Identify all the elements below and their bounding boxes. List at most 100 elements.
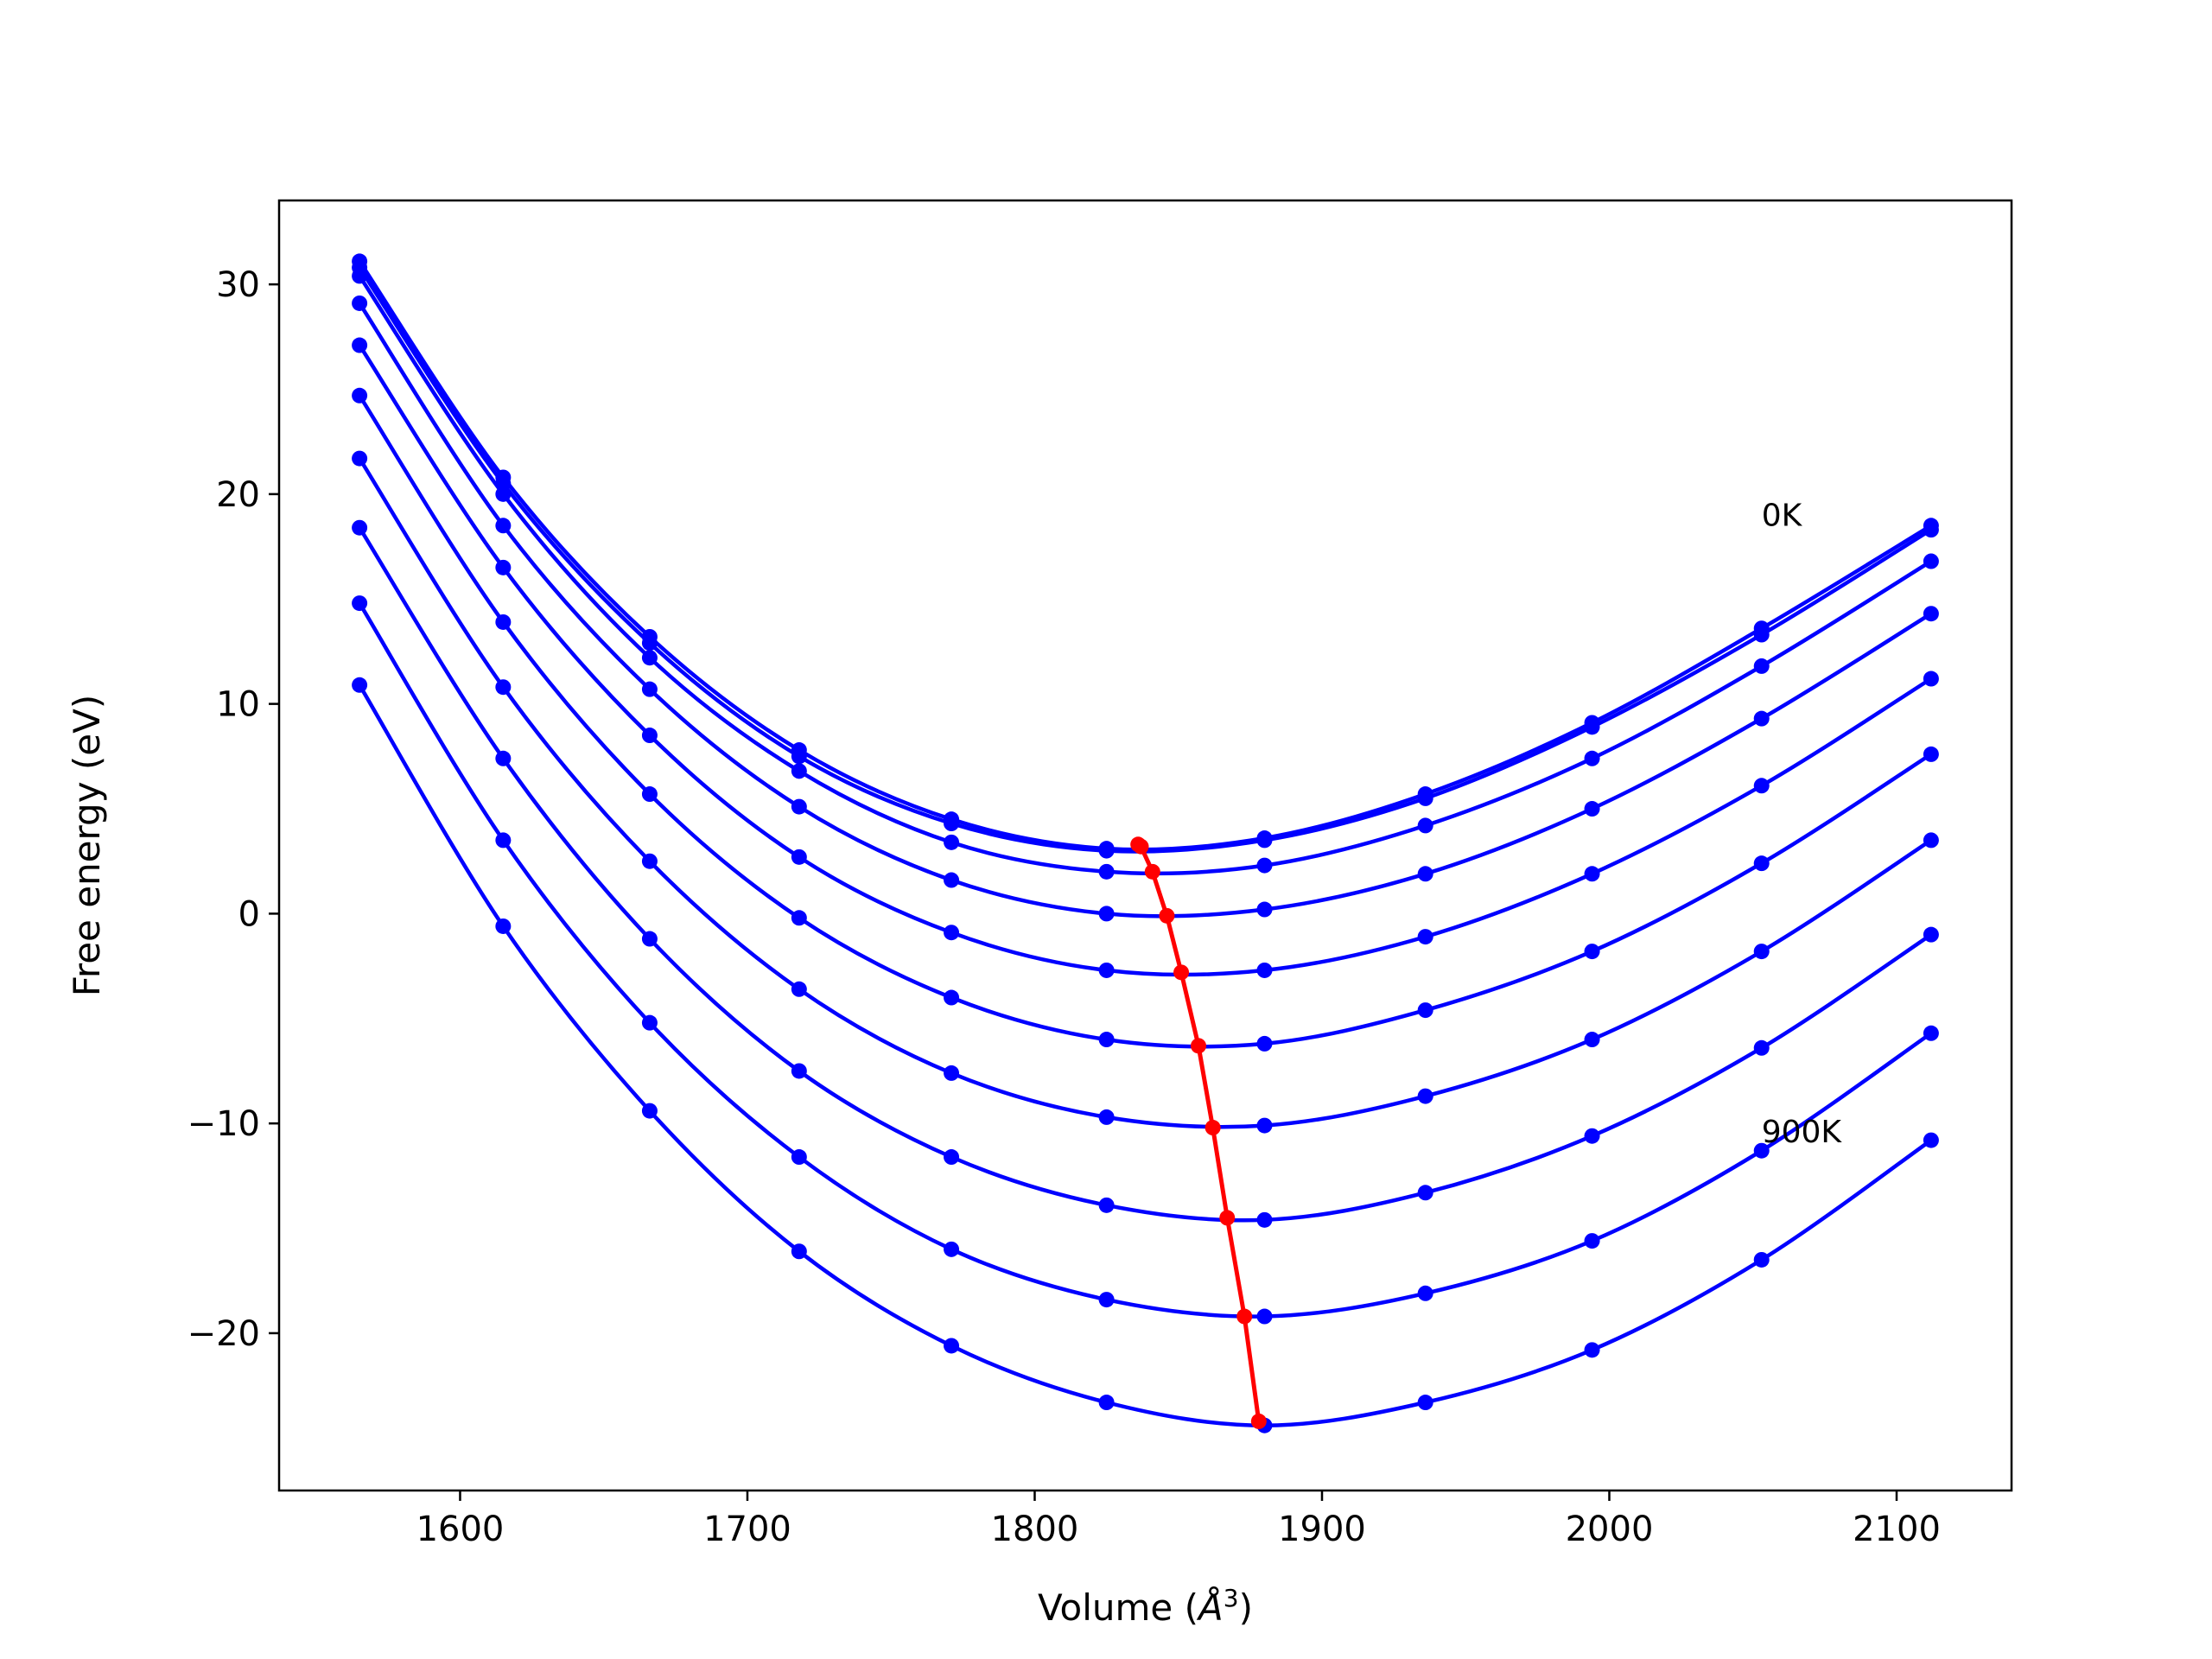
data-point-5-6 [1256, 1035, 1273, 1052]
energy-curves [352, 253, 1939, 1433]
minimum-line [1130, 836, 1267, 1429]
data-point-4-8 [1584, 866, 1600, 882]
data-point-4-0 [352, 337, 368, 353]
energy-curve-0 [358, 260, 1933, 852]
data-point-6-4 [944, 1065, 960, 1081]
x-axis-label-text: Volume ( [1038, 1586, 1198, 1629]
data-point-8-10 [1923, 1025, 1939, 1041]
y-tick-label: 30 [216, 265, 260, 305]
data-point-6-9 [1753, 944, 1770, 960]
data-point-2-8 [1584, 750, 1600, 766]
data-point-8-7 [1417, 1285, 1433, 1301]
data-point-9-3 [791, 1243, 807, 1260]
data-point-4-3 [791, 849, 807, 865]
data-point-1-3 [791, 748, 807, 765]
energy-curve-2 [358, 275, 1933, 876]
data-point-4-2 [641, 728, 658, 744]
data-point-6-3 [791, 981, 807, 997]
data-point-4-7 [1417, 929, 1433, 945]
minimum-point-6 [1205, 1120, 1221, 1136]
data-point-5-9 [1753, 855, 1770, 872]
data-point-9-8 [1584, 1342, 1600, 1358]
data-point-6-10 [1923, 832, 1939, 849]
y-axis-ticks: −20 −10 0 10 20 30 [188, 265, 279, 1354]
data-point-3-0 [352, 295, 368, 311]
minimum-point-5 [1191, 1038, 1207, 1054]
x-tick-label: 1600 [416, 1510, 505, 1549]
minimum-point-2 [1144, 863, 1160, 880]
data-point-9-4 [944, 1338, 960, 1354]
y-tick-label: −20 [188, 1314, 260, 1354]
data-point-2-5 [1098, 863, 1115, 880]
data-point-3-8 [1584, 801, 1600, 817]
data-point-2-4 [944, 834, 960, 850]
data-point-6-0 [352, 450, 368, 467]
data-point-8-8 [1584, 1233, 1600, 1249]
energy-curve-5 [358, 394, 1933, 1049]
data-point-7-4 [944, 1149, 960, 1166]
data-point-4-10 [1923, 671, 1939, 687]
data-point-7-2 [641, 931, 658, 947]
data-point-5-7 [1417, 1002, 1433, 1019]
data-point-9-7 [1417, 1395, 1433, 1411]
minimum-point-3 [1159, 907, 1175, 924]
data-point-3-1 [495, 518, 512, 534]
data-point-5-3 [791, 910, 807, 926]
data-point-4-9 [1753, 778, 1770, 794]
data-point-4-1 [495, 559, 512, 575]
data-point-8-3 [791, 1149, 807, 1166]
data-point-6-5 [1098, 1109, 1115, 1125]
data-point-5-5 [1098, 1032, 1115, 1048]
data-point-2-6 [1256, 857, 1273, 874]
energy-curve-1 [358, 266, 1933, 854]
data-point-1-4 [944, 816, 960, 832]
data-point-8-6 [1256, 1308, 1273, 1325]
y-tick-label: 0 [238, 894, 260, 934]
data-point-4-4 [944, 925, 960, 941]
data-point-2-3 [791, 763, 807, 779]
data-point-3-2 [641, 681, 658, 697]
data-point-7-0 [352, 519, 368, 536]
data-point-2-9 [1753, 658, 1770, 674]
data-point-8-1 [495, 832, 512, 849]
minimum-point-7 [1219, 1210, 1236, 1226]
data-point-8-2 [641, 1014, 658, 1031]
data-point-7-1 [495, 750, 512, 766]
data-point-9-0 [352, 677, 368, 693]
curve-annotation: 900K [1762, 1115, 1843, 1150]
data-point-3-4 [944, 872, 960, 888]
data-point-2-10 [1923, 553, 1939, 569]
data-point-9-5 [1098, 1395, 1115, 1411]
data-point-8-0 [352, 595, 368, 612]
x-tick-label: 1900 [1278, 1510, 1366, 1549]
data-point-2-2 [641, 650, 658, 666]
data-point-7-9 [1753, 1039, 1770, 1056]
data-point-7-5 [1098, 1197, 1115, 1213]
data-point-8-9 [1753, 1142, 1770, 1159]
data-point-7-8 [1584, 1128, 1600, 1144]
data-point-2-7 [1417, 817, 1433, 834]
y-tick-label: 20 [216, 475, 260, 515]
data-point-7-7 [1417, 1185, 1433, 1201]
data-point-9-10 [1923, 1132, 1939, 1148]
data-point-9-1 [495, 918, 512, 934]
minimum-energy-line [1136, 842, 1262, 1422]
data-point-6-6 [1256, 1117, 1273, 1134]
annotations: 0K 900K [1762, 498, 1843, 1150]
data-point-1-6 [1256, 832, 1273, 849]
data-point-5-0 [352, 387, 368, 404]
data-point-5-10 [1923, 746, 1939, 762]
data-point-5-8 [1584, 944, 1600, 960]
data-point-5-4 [944, 989, 960, 1006]
x-axis-ticks: 1600 1700 1800 1900 2000 2100 [416, 1491, 1941, 1549]
energy-curve-3 [358, 302, 1933, 918]
data-point-3-10 [1923, 606, 1939, 622]
x-tick-label: 1800 [991, 1510, 1079, 1549]
x-axis-label-exponent: 3 [1224, 1584, 1239, 1612]
data-point-7-6 [1256, 1211, 1273, 1228]
x-tick-label: 1700 [703, 1510, 791, 1549]
x-axis-label-close: ) [1239, 1586, 1253, 1629]
y-tick-label: 10 [216, 685, 260, 725]
energy-curve-4 [358, 344, 1933, 977]
